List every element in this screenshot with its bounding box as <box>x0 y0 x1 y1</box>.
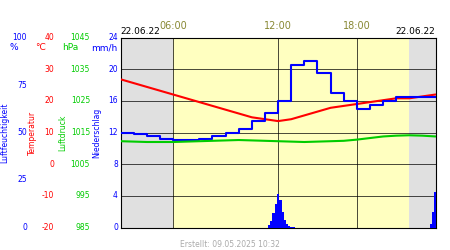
Bar <box>268 225 271 228</box>
Text: 24: 24 <box>108 33 118 42</box>
Bar <box>281 212 284 228</box>
Bar <box>434 192 437 228</box>
Text: 75: 75 <box>17 80 27 90</box>
Bar <box>284 220 286 228</box>
Bar <box>410 38 436 228</box>
Bar <box>288 226 290 228</box>
Text: Niederschlag: Niederschlag <box>92 108 101 158</box>
Text: 30: 30 <box>44 65 54 74</box>
Text: 1035: 1035 <box>71 65 90 74</box>
Bar <box>285 224 288 228</box>
Text: 4: 4 <box>113 191 118 200</box>
Text: 50: 50 <box>17 128 27 137</box>
Text: 20: 20 <box>108 65 118 74</box>
Text: Luftfeuchtigkeit: Luftfeuchtigkeit <box>0 102 9 163</box>
Text: 0: 0 <box>113 223 118 232</box>
Text: 0: 0 <box>22 223 27 232</box>
Text: 22.06.22: 22.06.22 <box>396 27 436 36</box>
Bar <box>430 224 432 228</box>
Text: 8: 8 <box>113 160 118 169</box>
Text: hPa: hPa <box>63 43 79 52</box>
Bar <box>432 212 435 228</box>
Text: Erstellt: 09.05.2025 10:32: Erstellt: 09.05.2025 10:32 <box>180 240 280 249</box>
Text: %: % <box>9 43 18 52</box>
Bar <box>277 194 279 228</box>
Text: °C: °C <box>35 43 46 52</box>
Bar <box>272 213 275 228</box>
Text: 25: 25 <box>18 176 27 184</box>
Bar <box>121 38 173 228</box>
Text: 10: 10 <box>45 128 54 137</box>
Bar <box>274 204 277 228</box>
Text: 1015: 1015 <box>71 128 90 137</box>
Text: 22.06.22: 22.06.22 <box>121 27 160 36</box>
Text: 1045: 1045 <box>71 33 90 42</box>
Text: -20: -20 <box>41 223 54 232</box>
Text: 1025: 1025 <box>71 96 90 105</box>
Text: 16: 16 <box>108 96 118 105</box>
Text: -10: -10 <box>41 191 54 200</box>
Text: 1005: 1005 <box>71 160 90 169</box>
Text: mm/h: mm/h <box>91 43 117 52</box>
Text: 995: 995 <box>76 191 90 200</box>
Text: 12: 12 <box>108 128 118 137</box>
Text: Temperatur: Temperatur <box>28 110 37 154</box>
Text: 40: 40 <box>44 33 54 42</box>
Bar <box>279 200 282 228</box>
Bar <box>173 38 410 228</box>
Text: 20: 20 <box>45 96 54 105</box>
Bar <box>270 221 273 228</box>
Text: Luftdruck: Luftdruck <box>58 114 68 151</box>
Text: 0: 0 <box>49 160 54 169</box>
Text: 985: 985 <box>76 223 90 232</box>
Text: 100: 100 <box>13 33 27 42</box>
Bar <box>290 227 292 228</box>
